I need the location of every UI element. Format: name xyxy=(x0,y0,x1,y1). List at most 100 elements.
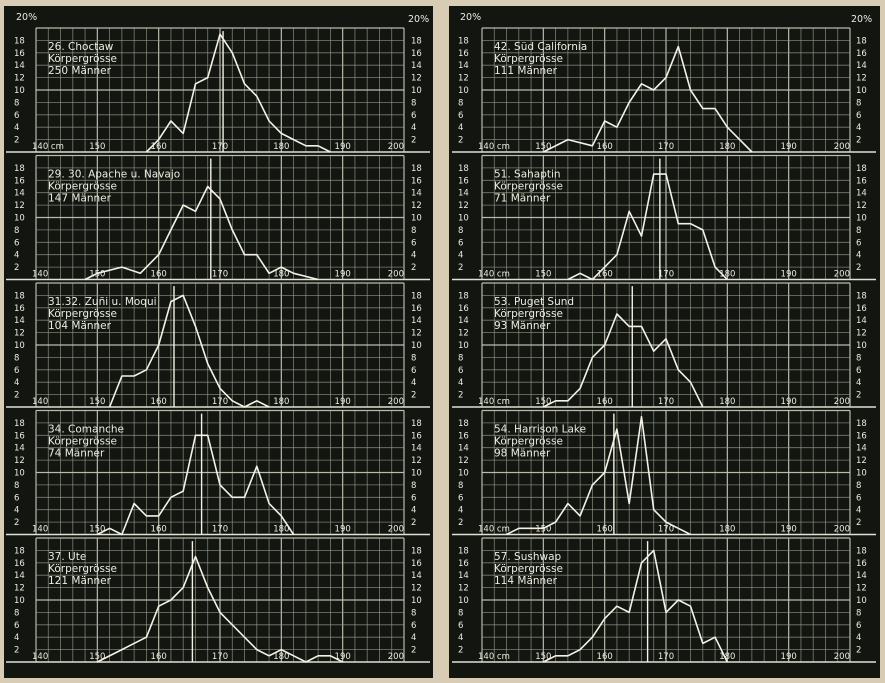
chart-panel-right-2: 2 2 4 4 6 6 8 8 10 10 12 12 14 14 16 16 18 18 140 cm 150 160… xyxy=(452,282,876,408)
y-tick-label-right: 2 xyxy=(856,646,861,656)
y-tick-label-right: 8 xyxy=(411,226,416,236)
y-tick-label-right: 12 xyxy=(411,456,422,466)
x-tick-label: 150 xyxy=(89,142,105,152)
x-tick-label: 150 xyxy=(535,525,551,535)
panel-title: 54. Harrison Lake xyxy=(494,424,586,436)
x-tick-label: 140 cm xyxy=(478,397,510,407)
y-tick-label-right: 18 xyxy=(856,419,867,429)
y-tick-label-right: 12 xyxy=(856,329,867,339)
y-tick-label-left: 18 xyxy=(14,419,25,429)
y-tick-label-right: 4 xyxy=(411,506,416,516)
y-tick-label-left: 2 xyxy=(458,136,463,146)
x-tick-label: 160 xyxy=(151,525,167,535)
y-tick-label-left: 2 xyxy=(458,263,463,273)
x-tick-label: 190 xyxy=(781,142,797,152)
y-tick-label-right: 14 xyxy=(856,189,867,199)
x-tick-label: 170 xyxy=(212,397,228,407)
y-tick-label-left: 16 xyxy=(458,304,469,314)
y-tick-label-right: 4 xyxy=(856,123,861,133)
y-tick-label-right: 14 xyxy=(411,444,422,454)
y-tick-label-right: 14 xyxy=(856,444,867,454)
y-tick-label-right: 16 xyxy=(411,176,422,186)
chart-panel-left-0: 2 2 4 4 6 6 8 8 10 10 12 12 14 14 16 16 18 18 140 cm 150 160… xyxy=(6,27,430,153)
left-chart-board xyxy=(4,6,433,678)
y-tick-label-left: 2 xyxy=(14,518,19,528)
x-tick-label: 170 xyxy=(658,397,674,407)
x-tick-label: 190 xyxy=(335,397,351,407)
x-tick-label: 180 xyxy=(273,142,289,152)
y-tick-label-left: 12 xyxy=(458,584,469,594)
x-tick-label: 200 xyxy=(834,525,850,535)
y-tick-label-left: 12 xyxy=(458,74,469,84)
y-tick-label-left: 14 xyxy=(14,444,25,454)
y-tick-label-left: 16 xyxy=(458,176,469,186)
y-tick-label-right: 2 xyxy=(411,136,416,146)
y-tick-label-left: 12 xyxy=(14,74,25,84)
frequency-curve xyxy=(506,415,691,536)
y-tick-label-right: 16 xyxy=(411,49,422,59)
x-tick-label: 160 xyxy=(597,270,613,280)
frequency-curve xyxy=(567,173,728,281)
y-tick-label-left: 2 xyxy=(458,646,463,656)
panel-measure: Körpergrösse xyxy=(494,181,563,193)
y-tick-label-right: 16 xyxy=(856,304,867,314)
y-tick-label-left: 6 xyxy=(458,621,463,631)
y-tick-label-left: 6 xyxy=(458,493,463,503)
y-tick-label-left: 2 xyxy=(14,646,19,656)
chart-panel-left-3: 2 2 4 4 6 6 8 8 10 10 12 12 14 14 16 16 18 18 140 150 160 170… xyxy=(6,409,430,536)
y-tick-label-right: 16 xyxy=(856,431,867,441)
y-tick-label-right: 18 xyxy=(856,291,867,301)
panel-title: 31.32. Zuñi u. Moqui xyxy=(48,296,157,308)
y-tick-label-left: 4 xyxy=(14,251,19,261)
y-tick-label-right: 4 xyxy=(856,378,861,388)
x-tick-label: 180 xyxy=(719,397,735,407)
y-tick-label-left: 16 xyxy=(14,49,25,59)
y-tick-label-left: 4 xyxy=(458,378,463,388)
x-tick-label: 140 cm xyxy=(478,652,510,662)
x-tick-label: 160 xyxy=(151,270,167,280)
y-tick-label-right: 8 xyxy=(411,98,416,108)
y-tick-label-right: 8 xyxy=(856,481,861,491)
y-tick-label-right: 8 xyxy=(411,481,416,491)
y-tick-label-left: 18 xyxy=(14,546,25,556)
x-tick-label: 170 xyxy=(658,525,674,535)
x-tick-label: 180 xyxy=(719,142,735,152)
y-tick-label-right: 6 xyxy=(856,493,861,503)
x-tick-label: 140 xyxy=(32,652,48,662)
y-tick-label-right: 18 xyxy=(411,546,422,556)
y-tick-label-left: 18 xyxy=(458,291,469,301)
y-tick-label-right: 2 xyxy=(411,391,416,401)
y-tick-label-right: 12 xyxy=(856,74,867,84)
chart-panel-left-4: 2 2 4 4 6 6 8 8 10 10 12 12 14 14 16 16 18 18 140 150 160 170… xyxy=(6,537,430,663)
x-tick-label: 150 xyxy=(89,525,105,535)
y-tick-label-right: 10 xyxy=(411,596,422,606)
panel-title: 26. Choctaw xyxy=(48,41,114,53)
x-tick-label: 160 xyxy=(597,142,613,152)
right-chart-board xyxy=(449,6,880,678)
x-tick-label: 180 xyxy=(273,397,289,407)
y-tick-label-left: 14 xyxy=(14,571,25,581)
x-tick-label: 180 xyxy=(719,652,735,662)
panel-measure: Körpergrösse xyxy=(494,308,563,320)
y-tick-label-left: 18 xyxy=(458,419,469,429)
y-tick-label-left: 14 xyxy=(458,61,469,71)
y-tick-label-left: 4 xyxy=(14,633,19,643)
y-tick-label-left: 10 xyxy=(458,469,469,479)
y-tick-label-left: 12 xyxy=(458,329,469,339)
x-tick-label: 150 xyxy=(535,270,551,280)
panel-sample-size: 71 Männer xyxy=(494,193,551,205)
y-tick-label-left: 4 xyxy=(14,123,19,133)
x-tick-label: 140 cm xyxy=(478,270,510,280)
frequency-curve xyxy=(542,549,729,663)
y-tick-label-left: 4 xyxy=(458,633,463,643)
x-tick-label: 150 xyxy=(89,270,105,280)
y-tick-label-right: 14 xyxy=(411,61,422,71)
panel-title: 29. 30. Apache u. Navajo xyxy=(48,169,180,181)
y-tick-label-right: 18 xyxy=(411,419,422,429)
y-tick-label-right: 16 xyxy=(856,176,867,186)
y-tick-label-right: 4 xyxy=(411,123,416,133)
x-tick-label: 190 xyxy=(781,270,797,280)
y-tick-label-right: 12 xyxy=(856,584,867,594)
y-tick-label-right: 18 xyxy=(411,291,422,301)
y-tick-label-right: 6 xyxy=(856,238,861,248)
